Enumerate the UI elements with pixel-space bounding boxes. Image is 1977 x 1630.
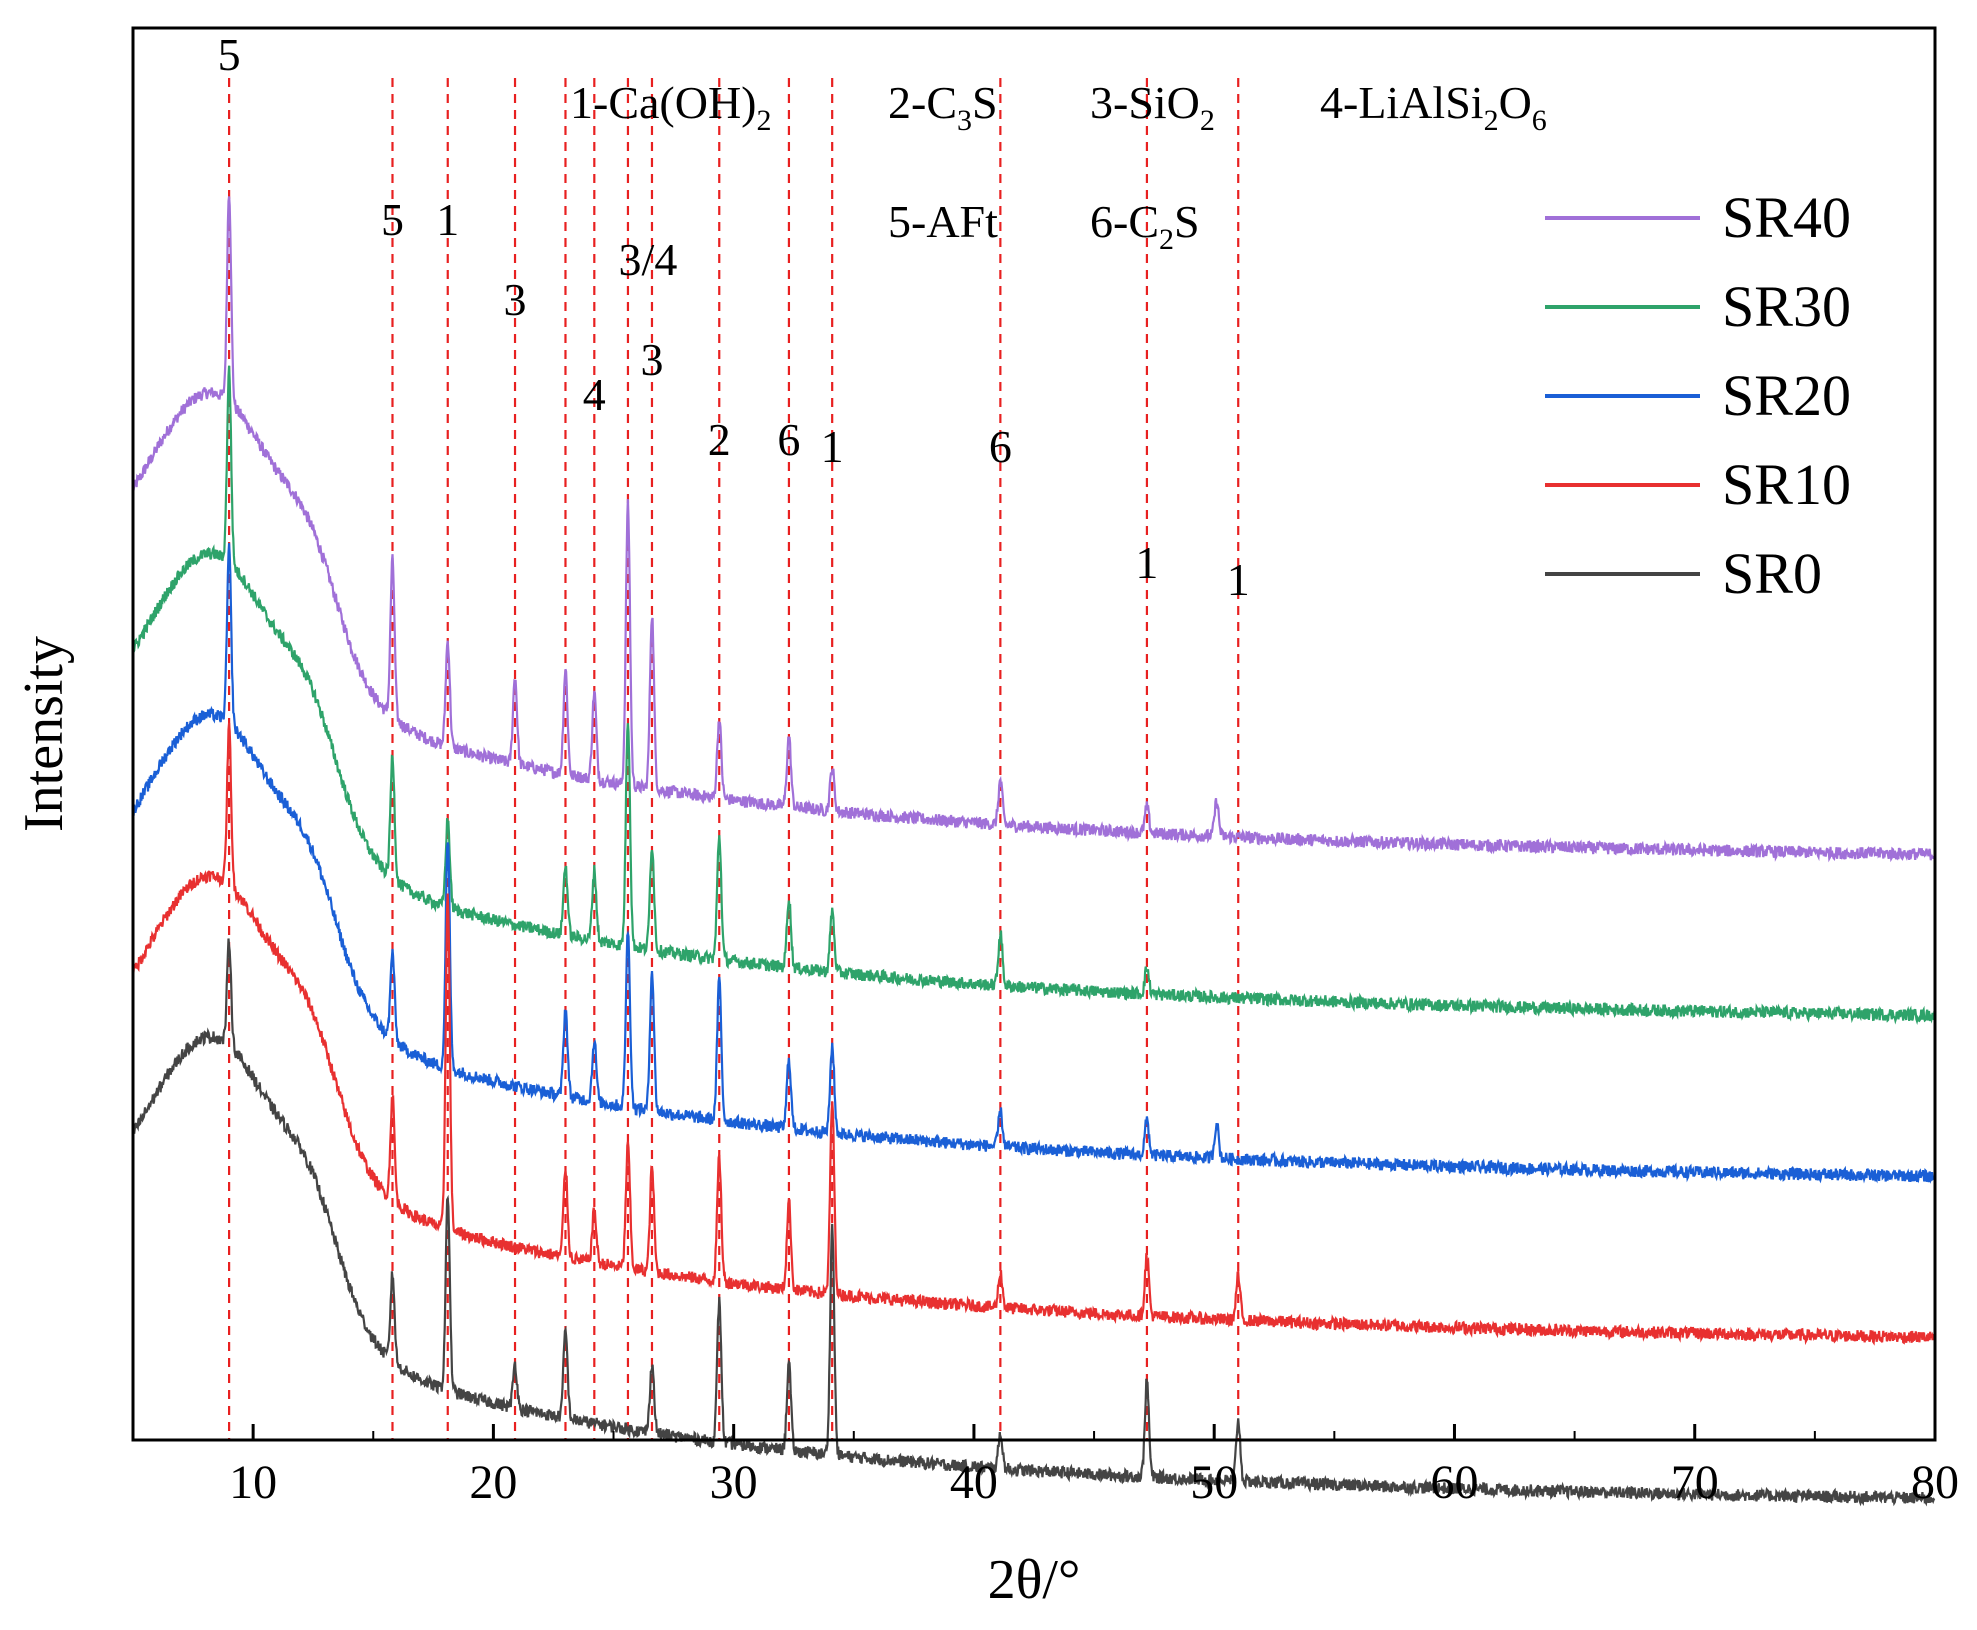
peak-label: 3	[504, 274, 527, 325]
phase-key-item: 5-AFt	[888, 196, 998, 247]
x-tick-label: 20	[469, 1456, 517, 1509]
legend-label: SR0	[1722, 541, 1822, 606]
series-SR40	[131, 196, 1935, 863]
series-SR20	[131, 543, 1936, 1184]
legend-label: SR10	[1722, 452, 1851, 517]
phase-key-item: 2-C3S	[888, 77, 998, 137]
peak-label: 5	[218, 29, 241, 80]
x-tick-label: 70	[1671, 1456, 1719, 1509]
peak-label: 3/4	[619, 234, 678, 285]
legend-label: SR20	[1722, 363, 1851, 428]
series-SR0	[132, 938, 1936, 1507]
peak-label: 6	[777, 414, 800, 465]
plot-frame	[131, 26, 1937, 1442]
peak-label: 6	[989, 421, 1012, 472]
peak-label: 1	[821, 421, 844, 472]
legend: SR40 SR30 SR20 SR10 SR0	[1545, 185, 1851, 606]
series-lines	[131, 196, 1936, 1507]
x-tick-label: 80	[1911, 1456, 1959, 1509]
peak-label: 3	[640, 334, 663, 385]
peak-label: 1	[1227, 554, 1250, 605]
phase-key-item: 3-SiO2	[1090, 77, 1215, 137]
x-tick-label: 30	[710, 1456, 758, 1509]
series-SR10	[131, 722, 1936, 1346]
y-axis-title: Intensity	[13, 636, 75, 832]
x-axis: 10 20 30 40 50 60 70 80	[132, 1424, 1959, 1509]
phase-key-item: 6-C2S	[1090, 196, 1200, 256]
legend-label: SR40	[1722, 185, 1851, 250]
phase-key: 1-Ca(OH)2 2-C3S 3-SiO2 4-LiAlSi2O6 5-AFt 6-C2…	[570, 77, 1547, 256]
peak-label: 1	[1135, 537, 1158, 588]
peak-label: 1	[436, 194, 459, 245]
peak-label: 5	[381, 194, 404, 245]
peak-label: 2	[708, 414, 731, 465]
series-SR30	[131, 365, 1936, 1026]
phase-key-item: 1-Ca(OH)2	[570, 77, 772, 137]
x-tick-label: 40	[950, 1456, 998, 1509]
x-tick-label: 10	[229, 1456, 277, 1509]
reference-lines	[228, 78, 1240, 1440]
x-tick-label: 60	[1430, 1456, 1478, 1509]
phase-key-item: 4-LiAlSi2O6	[1320, 77, 1547, 137]
x-tick-label: 50	[1190, 1456, 1238, 1509]
x-axis-title: 2θ/°	[988, 1549, 1081, 1611]
legend-label: SR30	[1722, 274, 1851, 339]
peak-label: 4	[583, 369, 606, 420]
